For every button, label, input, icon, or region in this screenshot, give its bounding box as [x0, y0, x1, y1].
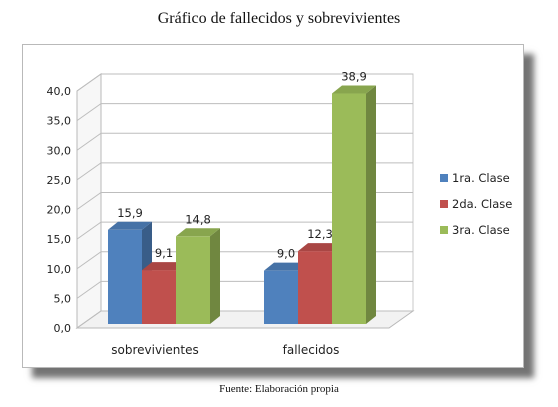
data-label: 14,8	[185, 212, 211, 226]
data-labels: 15,9 9,1 14,8 9,0 12,3 38,9	[117, 70, 367, 261]
legend-swatch	[440, 226, 448, 234]
chart-caption: Gráfico de fallecidos y sobrevivientes	[157, 10, 401, 27]
bar-3-2	[332, 85, 376, 324]
bar-top	[142, 262, 186, 271]
y-tick-label: 25,0	[47, 174, 72, 187]
bar-top	[332, 85, 376, 94]
gridline	[76, 132, 413, 151]
y-tick-label: 30,0	[47, 144, 72, 157]
y-tick-label: 0,0	[54, 322, 72, 335]
legend-entry: 3ra. Clase	[452, 223, 510, 237]
bar-side	[366, 85, 376, 324]
bars	[108, 85, 376, 324]
source-note: Fuente: Elaboración propia	[219, 383, 339, 395]
y-tick-label: 10,0	[47, 263, 72, 276]
data-label: 38,9	[341, 70, 367, 84]
y-tick-label: 35,0	[47, 115, 72, 128]
bar-3-1	[176, 228, 220, 324]
bar-top	[264, 262, 308, 271]
legend-swatch	[440, 200, 448, 208]
legend-swatch	[440, 174, 448, 182]
bar-top	[298, 243, 342, 252]
data-label: 12,3	[307, 227, 333, 241]
data-label: 9,0	[277, 247, 295, 261]
legend: 1ra. Clase 2da. Clase 3ra. Clase	[440, 171, 512, 237]
bar-top	[176, 228, 220, 237]
y-tick-label: 40,0	[47, 85, 72, 98]
category-label: sobrevivientes	[111, 343, 198, 357]
y-axis-tick-labels: 0,0 5,0 10,0 15,0 20,0 25,0 30,0 35,0 40,0	[47, 85, 72, 335]
bar-front	[176, 236, 210, 324]
bar-front	[264, 270, 298, 324]
data-label: 9,1	[155, 246, 173, 260]
gridline	[76, 221, 413, 240]
gridline	[76, 192, 413, 210]
y-tick-label: 15,0	[47, 233, 72, 246]
category-label: fallecidos	[283, 343, 340, 357]
bar-top	[108, 221, 152, 230]
bar-front	[142, 270, 176, 324]
gridline	[76, 162, 413, 181]
bar-side	[210, 228, 220, 324]
bar-front	[332, 93, 366, 324]
gridline	[76, 73, 413, 92]
gridline	[76, 103, 413, 122]
legend-entry: 1ra. Clase	[452, 171, 510, 185]
data-label: 15,9	[117, 206, 143, 220]
y-tick-label: 20,0	[47, 204, 72, 217]
category-labels: sobrevivientes fallecidos	[111, 343, 339, 357]
y-tick-label: 5,0	[54, 292, 72, 305]
bar-front	[298, 251, 332, 324]
legend-entry: 2da. Clase	[452, 197, 512, 211]
bar-front	[108, 229, 142, 324]
